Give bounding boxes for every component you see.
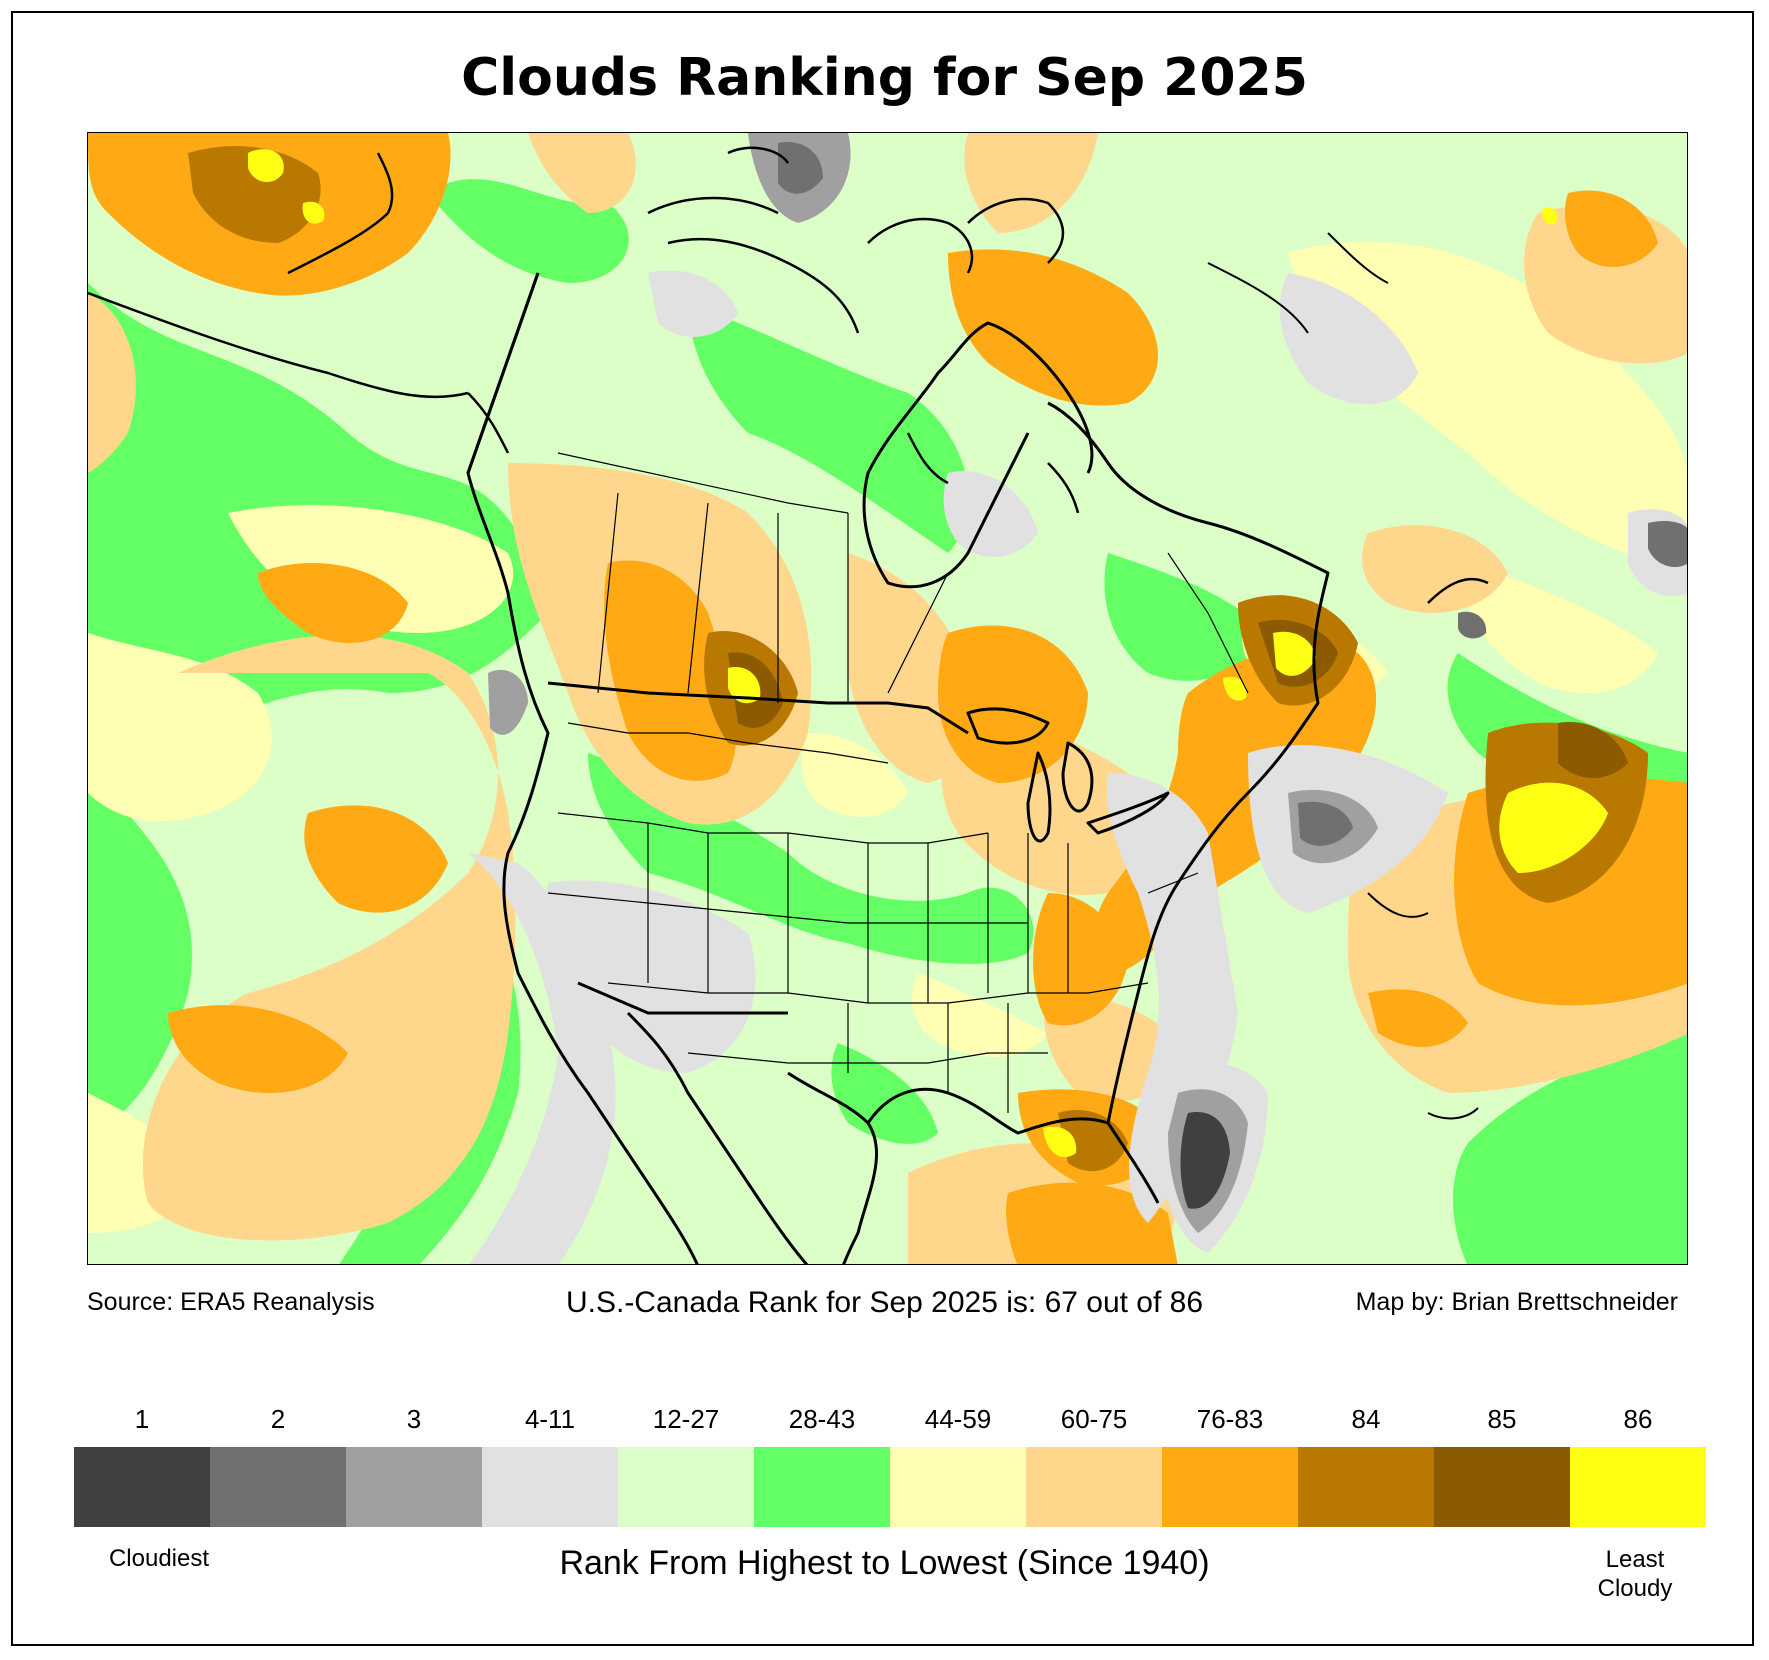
legend-swatch-5	[754, 1447, 890, 1527]
legend-title: Rank From Highest to Lowest (Since 1940)	[559, 1544, 1210, 1582]
legend-label-1: 2	[270, 1404, 286, 1434]
legend-swatch-10	[1434, 1447, 1570, 1527]
legend-swatch-3	[482, 1447, 618, 1527]
class-76-83-regions	[88, 133, 1687, 1264]
legend-label-3: 4-11	[524, 1404, 576, 1434]
legend-label-11: 86	[1623, 1404, 1653, 1434]
legend-label-5: 28-43	[788, 1404, 856, 1434]
legend-label-6: 44-59	[924, 1404, 992, 1434]
class-86-regions	[248, 149, 1608, 1158]
class-1-11-regions	[468, 133, 1687, 1264]
credit-note: Map by: Brian Brettschneider	[1355, 1288, 1678, 1316]
map-title: Clouds Ranking for Sep 2025	[461, 48, 1308, 108]
legend-swatch-1	[210, 1447, 346, 1527]
legend-label-9: 84	[1351, 1404, 1381, 1434]
source-note: Source: ERA5 Reanalysis	[87, 1288, 375, 1316]
legend-swatch-0	[74, 1447, 210, 1527]
rank-map	[87, 132, 1688, 1265]
legend-label-8: 76-83	[1196, 1404, 1264, 1434]
rank-summary: U.S.-Canada Rank for Sep 2025 is: 67 out…	[565, 1286, 1204, 1319]
legend-low-end: Cloudiest	[108, 1545, 210, 1572]
legend-swatch-8	[1162, 1447, 1298, 1527]
legend-swatch-9	[1298, 1447, 1434, 1527]
legend-swatch-6	[890, 1447, 1026, 1527]
legend-swatch-4	[618, 1447, 754, 1527]
coastlines	[88, 146, 1489, 1264]
international-borders	[466, 272, 969, 1015]
legend-swatch-11	[1570, 1447, 1706, 1527]
legend-label-0: 1	[134, 1404, 150, 1434]
legend-high-end-line1: Least	[1605, 1546, 1665, 1573]
legend-label-7: 60-75	[1060, 1404, 1128, 1434]
figure-frame	[11, 11, 1754, 1646]
legend-label-4: 12-27	[652, 1404, 720, 1434]
legend-label-10: 85	[1487, 1404, 1517, 1434]
legend-swatch-2	[346, 1447, 482, 1527]
state-province-boundaries	[547, 452, 1249, 1113]
legend-label-2: 3	[406, 1404, 422, 1434]
legend-swatch-7	[1026, 1447, 1162, 1527]
legend-high-end-line2: Cloudy	[1597, 1575, 1673, 1602]
legend-high-end: Least Cloudy	[1570, 1545, 1700, 1603]
